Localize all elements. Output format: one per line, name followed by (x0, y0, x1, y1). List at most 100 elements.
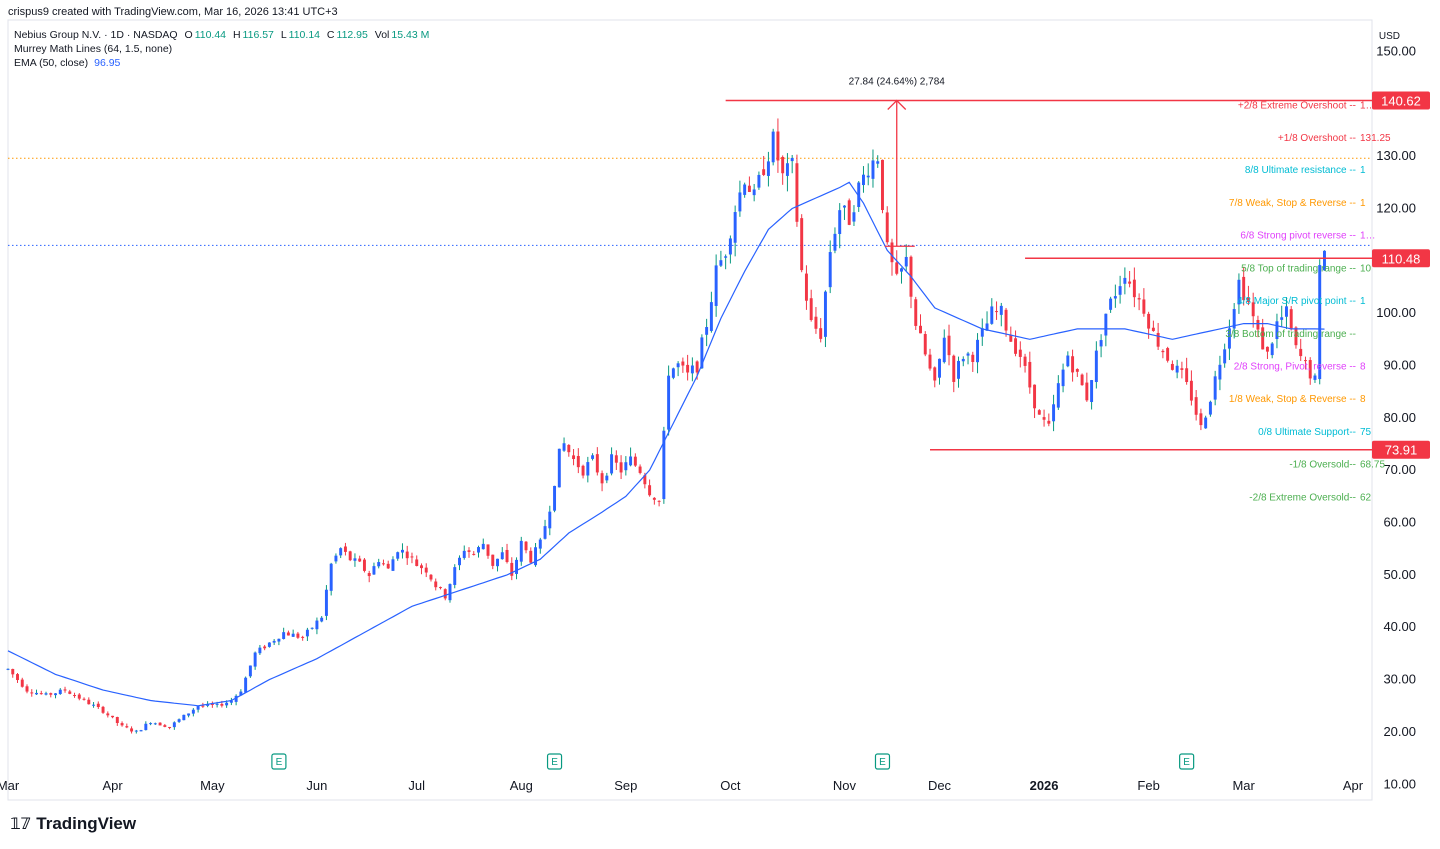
open-value: 110.44 (194, 29, 227, 41)
symbol-label[interactable]: Nebius Group N.V. · 1D · NASDAQ (14, 29, 178, 41)
price-level-tag-label: 73.91 (1385, 443, 1418, 458)
candle-body (762, 169, 766, 175)
candle-body (1042, 417, 1046, 420)
candle-body (1085, 382, 1089, 401)
candle-body (714, 265, 718, 306)
candle-body (738, 192, 742, 212)
y-tick-label: 20.00 (1383, 724, 1416, 739)
earnings-marker-icon[interactable] (271, 753, 287, 770)
candle-body (995, 311, 999, 313)
volume-label: Vol (374, 29, 390, 41)
candle-body (415, 559, 419, 566)
candle-body (933, 367, 937, 381)
murrey-line-label: 5/8 Top of trading range -- (1241, 264, 1356, 275)
candle-body (728, 238, 732, 255)
candle-body (947, 335, 951, 356)
x-tick-label: Jun (306, 778, 327, 793)
candle-body (305, 629, 309, 637)
murrey-indicator-label[interactable]: Murrey Math Lines (64, 1.5, none) (14, 43, 173, 55)
candle-body (567, 444, 571, 453)
candle-body (258, 647, 262, 654)
candle-body (861, 174, 865, 186)
chart-legend: Nebius Group N.V. · 1D · NASDAQ O 110.44 … (14, 28, 429, 70)
candle-body (638, 466, 642, 473)
measure-label: 27.84 (24.64%) 2,784 (849, 77, 946, 88)
candle-body (386, 563, 390, 569)
tradingview-brand[interactable]: 𝟙𝟟 TradingView (10, 814, 136, 834)
candle-body (434, 581, 438, 588)
candle-body (329, 563, 333, 591)
candle-body (1265, 346, 1269, 352)
candle-body (534, 547, 538, 566)
murrey-line-label: 6/8 Strong pivot reverse -- (1240, 231, 1356, 242)
candle-body (524, 541, 528, 551)
ema-indicator-row[interactable]: EMA (50, close) 96.95 (14, 56, 429, 70)
candle-body (334, 555, 338, 562)
candle-body (743, 184, 747, 195)
candle-body (795, 163, 799, 222)
candle-body (1161, 350, 1165, 353)
ema50-line (7, 181, 1325, 707)
candle-body (652, 497, 656, 500)
candle-body (515, 559, 519, 574)
candle-body (234, 695, 238, 702)
x-tick-label: Nov (833, 778, 857, 793)
candle-body (790, 157, 794, 162)
candle-body (77, 694, 81, 699)
candle-body (239, 691, 243, 696)
candle-body (68, 691, 72, 694)
candle-body (657, 500, 661, 502)
legend-ohlc-row[interactable]: Nebius Group N.V. · 1D · NASDAQ O 110.44 … (14, 28, 429, 42)
candle-body (177, 719, 181, 722)
candle-body (30, 692, 34, 694)
candle-body (1094, 350, 1098, 383)
murrey-line-value: 131.25 (1360, 133, 1391, 144)
candle-body (153, 723, 157, 725)
murrey-line-value: 1 (1360, 296, 1366, 307)
price-level-tag[interactable] (1372, 91, 1430, 110)
candle-body (400, 549, 404, 553)
candle-body (472, 553, 476, 555)
candle-body (733, 212, 737, 243)
candle-body (885, 212, 889, 243)
y-tick-label: 40.00 (1383, 619, 1416, 634)
candle-body (391, 559, 395, 571)
candle-body (709, 302, 713, 331)
candle-body (405, 551, 409, 559)
currency-label[interactable]: USD (1379, 31, 1400, 42)
candle-body (282, 632, 286, 639)
close-value: 112.95 (336, 29, 368, 41)
candle-body (1128, 281, 1132, 284)
candle-body (58, 689, 62, 695)
y-tick-label: 100.00 (1376, 305, 1416, 320)
candle-body (1246, 297, 1250, 302)
earnings-marker-icon[interactable] (874, 753, 891, 770)
candle-body (1018, 349, 1022, 357)
candle-body (1052, 404, 1056, 422)
candle-body (681, 361, 685, 366)
candle-body (686, 364, 690, 373)
price-level-tag[interactable] (1372, 249, 1430, 268)
price-level-tag-label: 110.48 (1382, 251, 1421, 266)
y-tick-label: 150.00 (1376, 43, 1416, 58)
candle-body (576, 456, 580, 468)
candle-body (1061, 369, 1065, 387)
earnings-marker-icon[interactable] (546, 753, 563, 770)
candle-body (225, 702, 229, 706)
murrey-line-label: 7/8 Weak, Stop & Reverse -- (1229, 198, 1356, 209)
earnings-marker-icon[interactable] (1179, 753, 1195, 770)
price-level-tag-label: 140.62 (1381, 94, 1421, 109)
candle-body (800, 218, 804, 271)
candle-body (139, 730, 143, 732)
low-label: L (280, 29, 287, 41)
candle-body (809, 298, 813, 320)
candle-body (705, 327, 709, 335)
candle-body (263, 646, 267, 649)
candle-body (16, 674, 19, 681)
candle-body (819, 328, 823, 339)
candle-body (1185, 368, 1189, 382)
candle-body (876, 161, 880, 164)
candle-body (82, 698, 86, 700)
price-level-tag[interactable] (1372, 440, 1430, 459)
